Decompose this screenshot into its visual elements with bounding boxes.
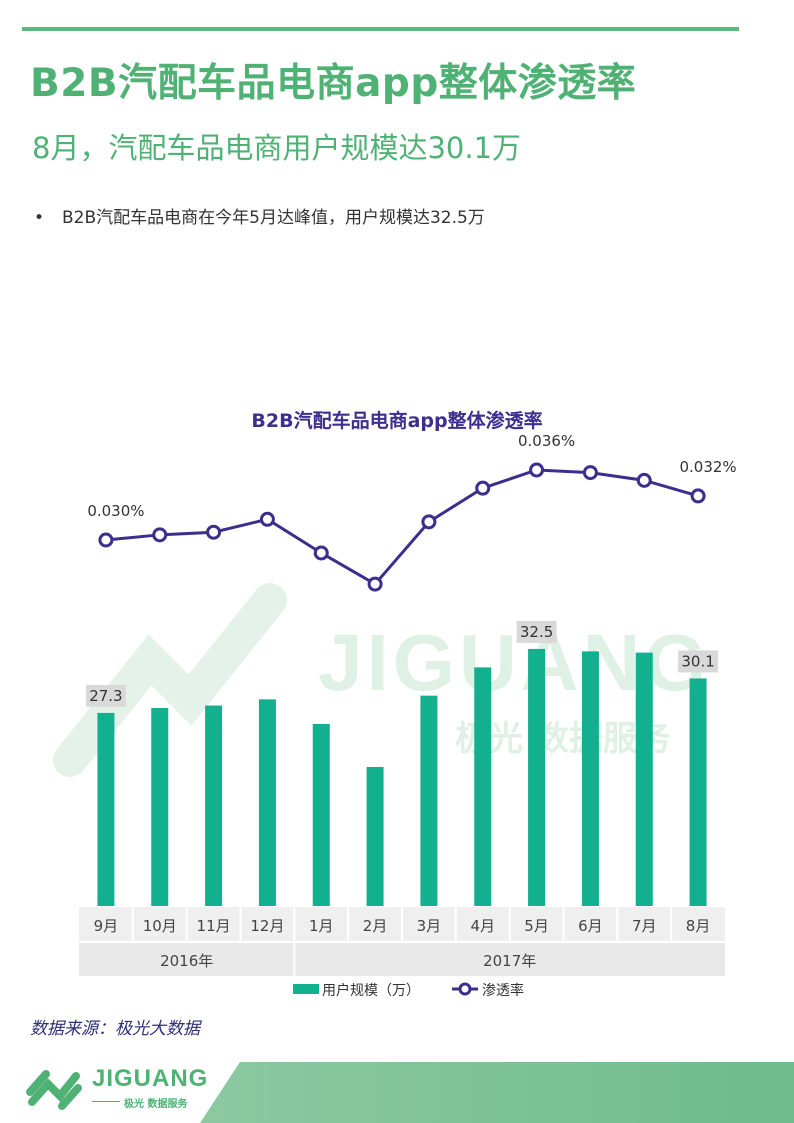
line-data-label: 0.036% bbox=[518, 432, 575, 450]
category-tick-label: 2月 bbox=[363, 917, 388, 935]
bar-data-label: 32.5 bbox=[520, 623, 553, 641]
line-point bbox=[152, 527, 168, 543]
jiguang-logo-icon bbox=[26, 1070, 82, 1110]
category-tick-label: 11月 bbox=[197, 917, 231, 935]
line-point bbox=[582, 465, 598, 481]
line-point bbox=[259, 511, 275, 527]
line-point bbox=[690, 488, 706, 504]
bar bbox=[689, 678, 707, 906]
bullet-dot-icon: • bbox=[34, 208, 45, 228]
bar bbox=[312, 723, 330, 906]
line-data-label: 0.032% bbox=[679, 458, 736, 476]
category-tick-label: 6月 bbox=[578, 917, 603, 935]
category-tick-label: 4月 bbox=[470, 917, 495, 935]
bar bbox=[97, 712, 115, 906]
bar-data-label-bg bbox=[85, 684, 126, 707]
watermark-logo-icon bbox=[53, 583, 287, 777]
line-point bbox=[421, 514, 437, 530]
line-point bbox=[98, 532, 114, 548]
footer-logo-line bbox=[92, 1101, 120, 1102]
year-group-label: 2016年 bbox=[160, 952, 213, 970]
category-tick-label: 9月 bbox=[94, 917, 119, 935]
bar bbox=[151, 707, 169, 906]
page-title: B2B汽配车品电商app整体渗透率 bbox=[30, 61, 637, 106]
footer-band bbox=[200, 1062, 794, 1123]
category-tick-label: 5月 bbox=[524, 917, 549, 935]
bar-data-label: 27.3 bbox=[89, 687, 122, 705]
legend-bar-swatch bbox=[293, 984, 319, 994]
footer-logo-word: JIGUANG bbox=[92, 1065, 209, 1092]
bar bbox=[581, 651, 599, 906]
bar bbox=[205, 705, 223, 906]
bar bbox=[474, 667, 492, 906]
bar bbox=[635, 652, 653, 906]
line-point bbox=[313, 545, 329, 561]
category-tick-label: 1月 bbox=[309, 917, 334, 935]
bar-data-label: 30.1 bbox=[681, 652, 714, 670]
year-group-band bbox=[294, 943, 725, 976]
year-group-label: 2017年 bbox=[483, 952, 536, 970]
penetration-line bbox=[105, 468, 699, 586]
category-tick-label: 12月 bbox=[250, 917, 284, 935]
bar bbox=[366, 767, 384, 906]
bar bbox=[528, 648, 546, 906]
legend-bar-label: 用户规模（万） bbox=[322, 982, 420, 999]
bar bbox=[258, 699, 276, 906]
line-point bbox=[529, 462, 545, 478]
bar-data-label-bg bbox=[678, 650, 719, 673]
source-note: 数据来源：极光大数据 bbox=[30, 1019, 200, 1039]
page-subtitle: 8月，汽配车品电商用户规模达30.1万 bbox=[32, 131, 522, 165]
bar-data-label-bg bbox=[516, 620, 557, 643]
category-tick-label: 8月 bbox=[686, 917, 711, 935]
line-point bbox=[367, 576, 383, 592]
category-tick-label: 7月 bbox=[632, 917, 657, 935]
category-tick-label: 10月 bbox=[143, 917, 177, 935]
bar bbox=[420, 695, 438, 906]
line-data-label: 0.030% bbox=[87, 502, 144, 520]
legend-line-marker bbox=[458, 982, 472, 996]
category-tick-label: 3月 bbox=[417, 917, 442, 935]
legend-line-label: 渗透率 bbox=[482, 982, 524, 999]
top-rule bbox=[22, 27, 739, 31]
year-group-band bbox=[79, 943, 295, 976]
bullet-point: • B2B汽配车品电商在今年5月达峰值，用户规模达32.5万 bbox=[34, 203, 485, 228]
line-point bbox=[206, 524, 222, 540]
footer-logo-sub: 极光 数据服务 bbox=[124, 1099, 188, 1110]
line-point bbox=[475, 480, 491, 496]
line-point bbox=[636, 472, 652, 488]
bullet-text: B2B汽配车品电商在今年5月达峰值，用户规模达32.5万 bbox=[62, 208, 485, 228]
chart-title: B2B汽配车品电商app整体渗透率 bbox=[251, 409, 542, 432]
